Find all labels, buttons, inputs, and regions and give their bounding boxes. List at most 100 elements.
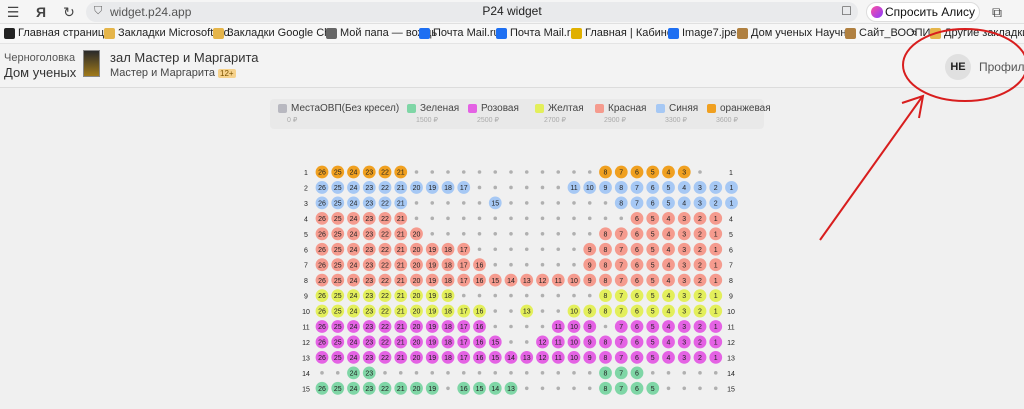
seat-circle[interactable] (425, 351, 439, 364)
seat-circle[interactable] (378, 304, 392, 318)
seat-circle[interactable] (551, 351, 565, 364)
seat[interactable]: 6 (630, 211, 644, 225)
seat[interactable]: 7 (630, 196, 644, 210)
seat-circle[interactable] (347, 320, 360, 333)
seat[interactable]: 22 (378, 165, 392, 179)
seat-circle[interactable] (473, 273, 486, 287)
seat[interactable]: 7 (614, 289, 628, 302)
seat[interactable]: 7 (614, 242, 628, 256)
seat-circle[interactable] (599, 335, 612, 349)
seat-circle[interactable] (315, 211, 329, 225)
seat[interactable]: 9 (583, 258, 597, 272)
seat[interactable]: 19 (425, 181, 439, 194)
seat[interactable]: 2 (693, 320, 707, 333)
seat-circle[interactable] (425, 242, 439, 256)
seat-circle[interactable] (693, 181, 707, 194)
seat[interactable]: 26 (315, 258, 329, 272)
seat-circle[interactable] (488, 196, 502, 210)
seat[interactable]: 13 (520, 273, 534, 287)
seat-circle[interactable] (709, 211, 723, 225)
seat-circle[interactable] (709, 258, 723, 272)
seat[interactable]: 21 (394, 196, 408, 210)
seat[interactable]: 25 (331, 320, 345, 333)
seat[interactable]: 6 (630, 165, 644, 179)
seat[interactable]: 4 (662, 304, 675, 318)
seat-circle[interactable] (614, 351, 628, 364)
seat-circle[interactable] (362, 242, 376, 256)
seat-circle[interactable] (567, 335, 581, 349)
seat[interactable]: 23 (362, 381, 376, 395)
seat[interactable]: 23 (362, 304, 376, 318)
seat[interactable]: 24 (347, 289, 360, 302)
seat-circle[interactable] (410, 381, 423, 395)
seat-circle[interactable] (347, 289, 360, 302)
seat[interactable]: 7 (614, 227, 628, 241)
seat[interactable]: 22 (378, 227, 392, 241)
seat-circle[interactable] (677, 181, 691, 194)
seat[interactable]: 7 (614, 366, 628, 380)
seat-circle[interactable] (599, 304, 612, 318)
seat[interactable]: 3 (677, 242, 691, 256)
seat[interactable]: 12 (536, 273, 549, 287)
seat[interactable]: 17 (457, 181, 471, 194)
seat[interactable]: 2 (693, 304, 707, 318)
seat-circle[interactable] (441, 351, 455, 364)
seat-circle[interactable] (630, 196, 644, 210)
seat-circle[interactable] (378, 381, 392, 395)
menu-icon[interactable]: ☰ (6, 4, 20, 20)
seat[interactable]: 7 (630, 181, 644, 194)
seat[interactable]: 8 (599, 335, 612, 349)
seat[interactable]: 5 (646, 273, 660, 287)
seat[interactable]: 12 (536, 351, 549, 364)
seat-circle[interactable] (551, 320, 565, 333)
seat[interactable]: 20 (410, 227, 423, 241)
seat[interactable]: 23 (362, 320, 376, 333)
seat-circle[interactable] (646, 242, 660, 256)
seat-circle[interactable] (583, 304, 597, 318)
seat-circle[interactable] (378, 165, 392, 179)
seat[interactable]: 21 (394, 242, 408, 256)
seat-circle[interactable] (378, 227, 392, 241)
seat-circle[interactable] (347, 335, 360, 349)
seat[interactable]: 16 (473, 304, 486, 318)
seat-circle[interactable] (693, 289, 707, 302)
seat[interactable]: 18 (441, 289, 455, 302)
seat[interactable]: 8 (614, 181, 628, 194)
bookmark-item[interactable]: Почта Mail.ru (419, 27, 500, 39)
seat[interactable]: 5 (646, 165, 660, 179)
seat[interactable]: 5 (646, 258, 660, 272)
seat-circle[interactable] (425, 289, 439, 302)
seat[interactable]: 9 (583, 273, 597, 287)
bookmark-item[interactable]: Дом ученых Научн (737, 27, 846, 39)
seat-circle[interactable] (362, 258, 376, 272)
seat-circle[interactable] (630, 258, 644, 272)
seat[interactable]: 26 (315, 273, 329, 287)
seat-circle[interactable] (536, 351, 549, 364)
seat[interactable]: 21 (394, 289, 408, 302)
seat[interactable]: 13 (520, 304, 534, 318)
seat-circle[interactable] (567, 181, 581, 194)
seat[interactable]: 25 (331, 351, 345, 364)
seat[interactable]: 4 (677, 196, 691, 210)
seat[interactable]: 9 (583, 320, 597, 333)
seat-circle[interactable] (410, 335, 423, 349)
seat[interactable]: 1 (725, 181, 738, 194)
seat[interactable]: 2 (709, 196, 723, 210)
seat-circle[interactable] (362, 273, 376, 287)
seat-circle[interactable] (378, 273, 392, 287)
seat-circle[interactable] (331, 273, 345, 287)
seat[interactable]: 5 (646, 289, 660, 302)
seat-circle[interactable] (630, 165, 644, 179)
seat-circle[interactable] (630, 335, 644, 349)
seat[interactable]: 25 (331, 258, 345, 272)
seat[interactable]: 14 (504, 351, 518, 364)
bookmark-item[interactable]: Закладки Microsoft Ed (104, 27, 230, 39)
seat-circle[interactable] (662, 351, 675, 364)
seat[interactable]: 21 (394, 381, 408, 395)
seat-circle[interactable] (646, 320, 660, 333)
seat-circle[interactable] (630, 381, 644, 395)
seat-circle[interactable] (630, 366, 644, 380)
seat-circle[interactable] (488, 351, 502, 364)
seat-circle[interactable] (347, 242, 360, 256)
seat[interactable]: 7 (614, 381, 628, 395)
